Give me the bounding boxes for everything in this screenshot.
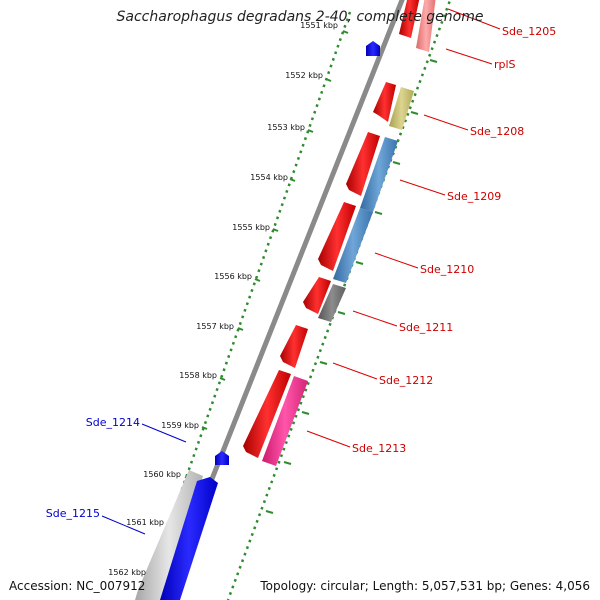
tick-1554 [289, 178, 296, 182]
tick-1555 [272, 228, 279, 232]
kbp-label-1560: 1560 kbp [143, 470, 181, 479]
gene-sde-1213[interactable] [262, 376, 308, 466]
gene-sde-1205-left[interactable] [399, 0, 420, 38]
gene-sde-1214[interactable] [215, 451, 229, 465]
leader-sde-1214 [141, 423, 187, 443]
outer-dash [319, 361, 328, 365]
kbp-label-1554: 1554 kbp [250, 173, 288, 182]
genome-summary-text: Topology: circular; Length: 5,057,531 bp… [260, 579, 590, 593]
gene-sde-1210[interactable] [333, 208, 373, 283]
label-sde-1215[interactable]: Sde_1215 [46, 507, 100, 520]
leader-sde-1208 [423, 114, 469, 131]
gene-sde-1209-left[interactable] [346, 132, 380, 196]
gene-sde-1211[interactable] [318, 284, 346, 322]
leader-sde-1212 [332, 362, 378, 380]
outer-dash [392, 161, 401, 165]
outer-dash [429, 59, 438, 63]
leader-lines [101, 8, 501, 535]
kbp-label-1555: 1555 kbp [232, 223, 270, 232]
label-rpls[interactable]: rplS [494, 58, 516, 71]
label-sde-1214[interactable]: Sde_1214 [86, 416, 140, 429]
label-sde-1213[interactable]: Sde_1213 [352, 442, 406, 455]
gene-sde-1208[interactable] [389, 87, 414, 130]
outer-dash [265, 510, 274, 514]
genome-title: Saccharophagus degradans 2-40, complete … [116, 9, 484, 25]
tick-1551 [342, 30, 349, 34]
leader-sde-1213 [306, 430, 351, 448]
kbp-label-1552: 1552 kbp [285, 71, 323, 80]
kbp-label-1557: 1557 kbp [196, 322, 234, 331]
gene-sde-1212-left[interactable] [280, 325, 308, 368]
gene-sde-1208-left[interactable] [373, 82, 396, 122]
kbp-label-1559: 1559 kbp [161, 421, 199, 430]
label-sde-1205[interactable]: Sde_1205 [502, 25, 556, 38]
tick-1557 [237, 327, 244, 331]
label-sde-1211[interactable]: Sde_1211 [399, 321, 453, 334]
leader-rpls [445, 48, 493, 65]
outer-dash [301, 411, 310, 415]
gene-sde-1215[interactable] [160, 477, 218, 600]
tick-1552 [325, 78, 332, 82]
gene-sde-1215-silver[interactable] [135, 470, 203, 600]
forward-strand-genes [262, 0, 436, 466]
label-sde-1212[interactable]: Sde_1212 [379, 374, 433, 387]
gene-rpls[interactable] [416, 0, 436, 52]
leader-sde-1215 [101, 515, 146, 535]
leader-sde-1209 [399, 179, 446, 196]
kbp-label-1553: 1553 kbp [267, 123, 305, 132]
accession-text: Accession: NC_007912 [9, 579, 146, 593]
label-sde-1208[interactable]: Sde_1208 [470, 125, 524, 138]
outer-dash [374, 211, 383, 215]
tick-1558 [219, 377, 226, 381]
kbp-labels: 1551 kbp 1552 kbp 1553 kbp 1554 kbp 1555… [108, 21, 338, 577]
reverse-strand-genes [135, 0, 420, 600]
gene-sde-1211-left[interactable] [303, 277, 331, 314]
kbp-label-1561: 1561 kbp [126, 518, 164, 527]
kbp-label-1551: 1551 kbp [300, 21, 338, 30]
outer-track-dashes [265, 59, 438, 514]
tick-1559 [201, 426, 208, 430]
gene-blue-small-top[interactable] [366, 41, 380, 56]
outer-dash [410, 111, 419, 115]
leader-sde-1205 [447, 8, 501, 30]
kbp-label-1556: 1556 kbp [214, 272, 252, 281]
leader-sde-1210 [374, 252, 419, 269]
gene-sde-1213-left[interactable] [243, 370, 291, 458]
outer-dash [337, 311, 346, 315]
gene-sde-1209[interactable] [360, 137, 398, 212]
tick-1556 [254, 278, 261, 282]
label-sde-1209[interactable]: Sde_1209 [447, 190, 501, 203]
outer-dash [283, 461, 292, 465]
leader-sde-1211 [352, 310, 398, 327]
kbp-label-1558: 1558 kbp [179, 371, 217, 380]
outer-dash [355, 261, 364, 265]
kbp-label-1562: 1562 kbp [108, 568, 146, 577]
blue-genes [160, 41, 380, 600]
gene-sde-1210-left[interactable] [318, 202, 356, 271]
gene-labels: Sde_1205 rplS Sde_1208 Sde_1209 Sde_1210… [46, 25, 556, 520]
tick-1553 [307, 129, 314, 133]
label-sde-1210[interactable]: Sde_1210 [420, 263, 474, 276]
